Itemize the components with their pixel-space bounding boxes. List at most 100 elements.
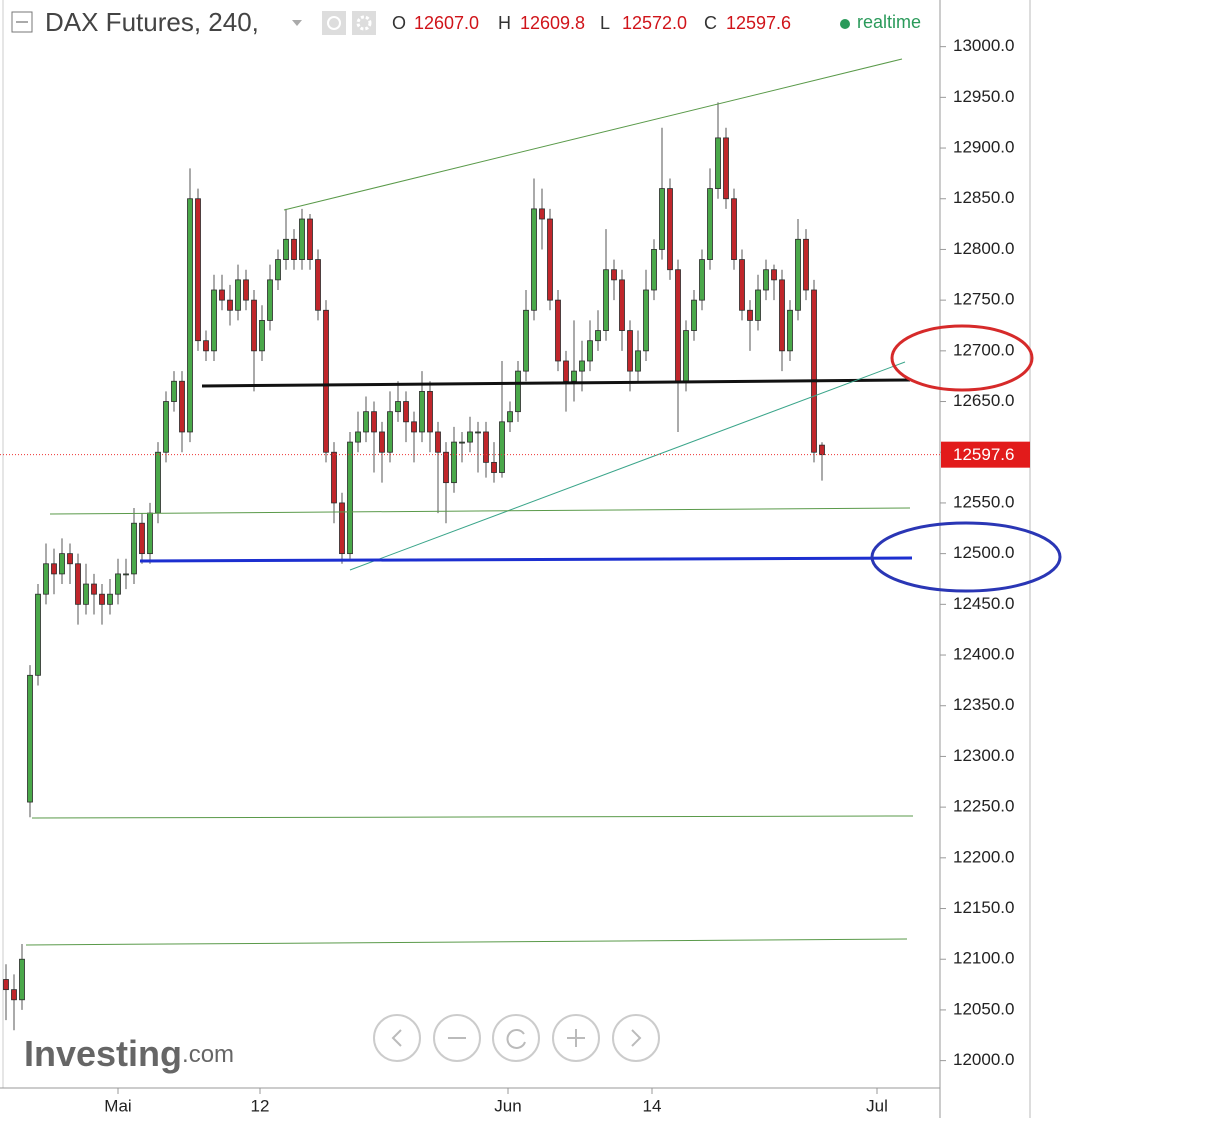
candle-body: [635, 350, 641, 372]
legend-value: 12597.6: [726, 13, 791, 33]
chart-title: DAX Futures, 240,: [45, 7, 259, 37]
candle-body: [235, 279, 241, 311]
legend-key: L: [600, 13, 610, 33]
candle-body: [203, 340, 209, 352]
candle-body: [419, 390, 425, 433]
candle-body: [579, 360, 585, 372]
watermark-suffix: .com: [182, 1041, 234, 1068]
trendline: [283, 58, 903, 211]
candle-body: [211, 289, 217, 352]
y-tick-label: 12750.0: [953, 290, 1014, 309]
legend-key: O: [392, 13, 406, 33]
candle-body: [147, 512, 153, 555]
candle-body: [523, 309, 529, 372]
candle-body: [723, 137, 729, 200]
candle-body: [83, 583, 89, 605]
icon: [567, 1029, 585, 1047]
candle-body: [651, 249, 657, 291]
candles: [3, 102, 825, 1031]
watermark: Investing.com: [24, 1033, 234, 1074]
highlight-ellipse: [870, 521, 1062, 593]
candle-body: [435, 431, 441, 453]
candle-body: [259, 320, 265, 352]
candle-body: [411, 421, 417, 433]
candle-body: [27, 674, 33, 803]
candle-body: [795, 238, 801, 311]
y-tick-label: 12850.0: [953, 188, 1014, 207]
candle-body: [19, 958, 25, 1001]
candle-body: [659, 188, 665, 250]
y-tick-label: 12300.0: [953, 746, 1014, 765]
scroll-right-button[interactable]: [612, 1014, 660, 1062]
candle-body: [227, 299, 233, 311]
y-tick-label: 12800.0: [953, 239, 1014, 258]
support-line: [201, 378, 911, 388]
y-tick-label: 12200.0: [953, 847, 1014, 866]
candle-body: [107, 593, 113, 605]
candle-body: [803, 238, 809, 291]
candle-body: [195, 198, 201, 342]
last-price-box: [941, 441, 1030, 468]
candle-body: [299, 218, 305, 260]
icon: [391, 1029, 402, 1047]
candle-body: [115, 573, 121, 595]
scroll-left-button[interactable]: [373, 1014, 421, 1062]
candle-body: [67, 553, 73, 565]
candle-body: [35, 593, 41, 676]
candle-body: [75, 563, 81, 605]
candle-body: [179, 380, 185, 433]
y-tick-label: 12550.0: [953, 492, 1014, 511]
candle-body: [747, 309, 753, 321]
gear-icon: [356, 15, 372, 31]
candle-body: [131, 522, 137, 575]
candle-body: [563, 360, 569, 382]
legend-value: 12607.0: [414, 13, 479, 33]
candle-body: [515, 370, 521, 413]
candle-body: [251, 299, 257, 352]
dropdown-arrow[interactable]: [292, 20, 302, 26]
candle-body: [395, 401, 401, 413]
candle-body: [219, 289, 225, 301]
candle-body: [459, 441, 465, 444]
candle-body: [371, 411, 377, 433]
candle-body: [539, 208, 545, 220]
y-tick-label: 12250.0: [953, 797, 1014, 816]
candle-body: [267, 279, 273, 321]
candle-body: [187, 198, 193, 433]
eye-button[interactable]: [322, 11, 346, 35]
candle-body: [171, 380, 177, 402]
x-tick-label: Mai: [104, 1096, 131, 1115]
candle-body: [467, 431, 473, 443]
candle-body: [275, 259, 281, 281]
candle-body: [691, 299, 697, 331]
candle-body: [555, 299, 561, 362]
candle-body: [43, 563, 49, 595]
x-tick-label: 14: [643, 1096, 662, 1115]
reset-button[interactable]: [492, 1014, 540, 1062]
settings-button[interactable]: [352, 11, 376, 35]
candle-body: [483, 431, 489, 463]
eye-icon: [327, 16, 341, 30]
y-tick-label: 12650.0: [953, 391, 1014, 410]
y-tick-label: 12350.0: [953, 695, 1014, 714]
candle-body: [443, 451, 449, 484]
x-tick-label: 12: [251, 1096, 270, 1115]
y-tick-label: 12400.0: [953, 645, 1014, 664]
candle-body: [331, 451, 337, 504]
status-text: realtime: [857, 12, 921, 32]
candle-body: [507, 411, 513, 423]
y-tick-label: 12500.0: [953, 543, 1014, 562]
candle-body: [363, 411, 369, 433]
y-tick-label: 12100.0: [953, 949, 1014, 968]
y-tick-label: 12450.0: [953, 594, 1014, 613]
candle-body: [291, 238, 297, 260]
trendline: [349, 361, 906, 571]
y-tick-label: 12700.0: [953, 340, 1014, 359]
status-dot: [840, 19, 850, 29]
candle-body: [427, 390, 433, 433]
candle-body: [315, 259, 321, 311]
candle-body: [59, 553, 65, 575]
legend-value: 12572.0: [622, 13, 687, 33]
